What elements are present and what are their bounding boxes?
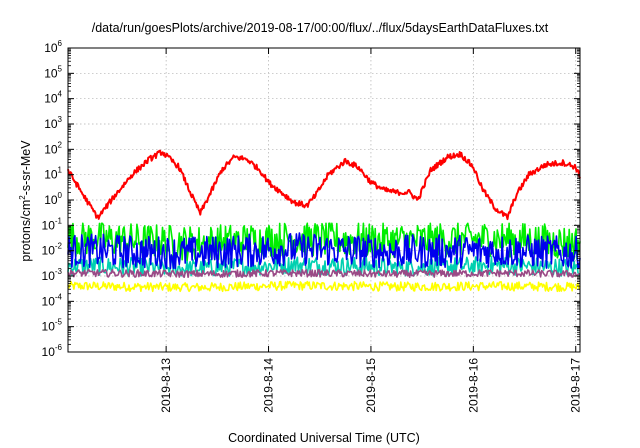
- y-tick-exponent: 5: [58, 64, 63, 73]
- y-tick-label: 10-6: [42, 343, 63, 359]
- y-tick-base: 10: [42, 244, 56, 258]
- grid: [68, 48, 580, 352]
- y-tick-label: 101: [44, 166, 62, 182]
- y-tick-label: 105: [44, 64, 62, 80]
- y-tick-base: 10: [42, 269, 56, 283]
- y-tick-label: 10-1: [42, 216, 63, 232]
- y-tick-base: 10: [44, 41, 58, 55]
- y-tick-exponent: 3: [58, 115, 63, 124]
- y-tick-exponent: -5: [55, 318, 63, 327]
- series-line-1: [67, 280, 581, 293]
- y-tick-exponent: -6: [55, 343, 63, 352]
- y-tick-exponent: -2: [55, 242, 63, 251]
- y-tick-base: 10: [44, 142, 58, 156]
- y-tick-label: 100: [44, 191, 62, 207]
- series-line-6: [67, 149, 581, 221]
- y-tick-base: 10: [42, 345, 56, 359]
- series-layer: [67, 149, 581, 293]
- y-tick-label: 102: [44, 140, 62, 156]
- y-axis-label-pre: protons/cm: [19, 200, 33, 262]
- y-axis-label: protons/cm2-s-sr-MeV: [18, 140, 33, 262]
- y-tick-exponent: -1: [55, 216, 63, 225]
- y-tick-label: 104: [44, 90, 62, 106]
- y-tick-base: 10: [44, 193, 58, 207]
- y-tick-exponent: -3: [55, 267, 63, 276]
- series-line-4: [67, 232, 581, 270]
- y-axis-label-sup: 2: [18, 195, 27, 200]
- y-tick-base: 10: [42, 218, 56, 232]
- y-tick-exponent: 1: [58, 166, 63, 175]
- y-tick-exponent: 4: [58, 90, 63, 99]
- y-tick-exponent: 6: [58, 39, 63, 48]
- x-tick-label: 2019-8-17: [569, 358, 583, 413]
- x-axis-label: Coordinated Universal Time (UTC): [228, 431, 420, 445]
- x-tick-label: 2019-8-16: [466, 358, 480, 413]
- x-tick-label: 2019-8-13: [159, 358, 173, 413]
- chart-title: /data/run/goesPlots/archive/2019-08-17/0…: [92, 21, 549, 35]
- x-tick-label: 2019-8-15: [364, 358, 378, 413]
- series-line-5: [67, 268, 581, 278]
- chart-title-group: /data/run/goesPlots/archive/2019-08-17/0…: [92, 21, 549, 35]
- y-tick-base: 10: [44, 168, 58, 182]
- y-tick-base: 10: [44, 66, 58, 80]
- x-tick-label: 2019-8-14: [262, 358, 276, 413]
- y-tick-exponent: 0: [58, 191, 63, 200]
- x-tick-labels: 2019-8-13 2019-8-14 2019-8-15 2019-8-16 2019…: [159, 358, 583, 413]
- y-tick-base: 10: [44, 117, 58, 131]
- y-axis-label-post: -s-sr-MeV: [19, 140, 33, 196]
- ticks: [68, 47, 580, 353]
- y-tick-label: 10-2: [42, 242, 63, 258]
- y-tick-label: 10-5: [42, 318, 63, 334]
- y-tick-label: 10-3: [42, 267, 63, 283]
- y-tick-exponent: -4: [55, 292, 63, 301]
- series-line-3: [67, 222, 581, 262]
- y-tick-label: 106: [44, 39, 62, 55]
- y-tick-base: 10: [42, 320, 56, 334]
- y-tick-exponent: 2: [58, 140, 63, 149]
- y-tick-label: 103: [44, 115, 62, 131]
- y-tick-base: 10: [42, 294, 56, 308]
- y-tick-label: 10-4: [42, 292, 63, 308]
- y-tick-labels: 10-610-510-410-310-210-11001011021031041…: [42, 39, 63, 359]
- y-tick-base: 10: [44, 92, 58, 106]
